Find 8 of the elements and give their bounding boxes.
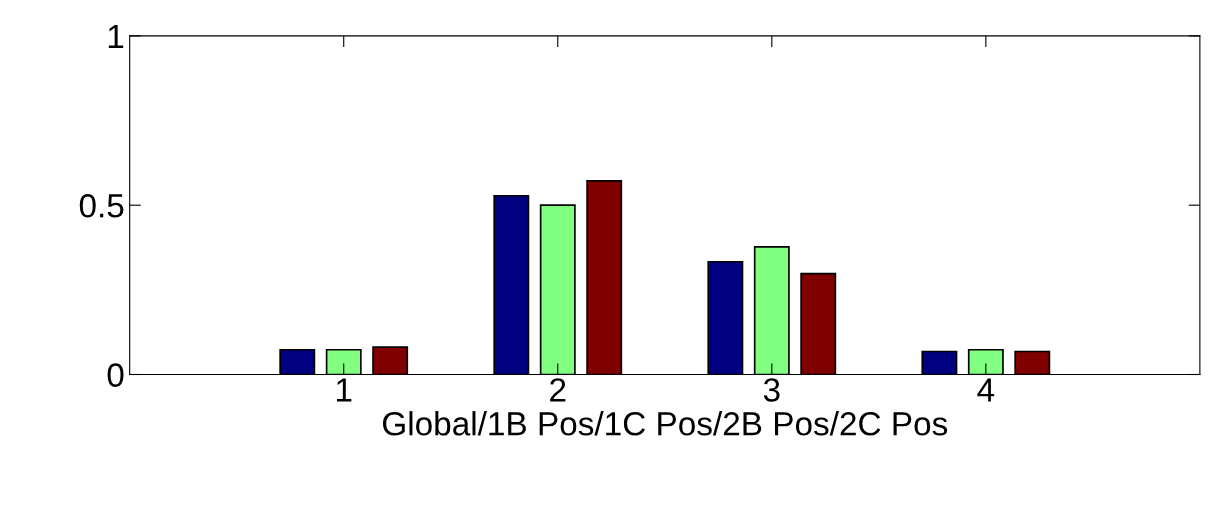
x-tick-label: 2 <box>550 378 566 402</box>
x-axis-title: Global/1B Pos/1C Pos/2B Pos/2C Pos <box>382 411 948 436</box>
y-tick-label: 0 <box>107 363 124 387</box>
y-tick-label: 1 <box>108 25 124 48</box>
x-tick-label: 3 <box>763 378 780 402</box>
y-tick-label: 0.5 <box>79 194 124 218</box>
x-tick-label: 1 <box>337 378 352 402</box>
x-tick-label: 4 <box>977 378 995 402</box>
